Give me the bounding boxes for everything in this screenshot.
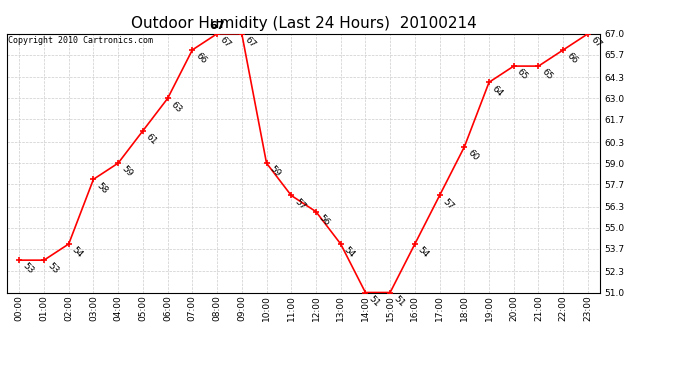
Text: 57: 57: [293, 197, 307, 211]
Text: 67: 67: [219, 35, 233, 50]
Text: 58: 58: [95, 181, 109, 195]
Text: 59: 59: [119, 165, 134, 179]
Text: 60: 60: [466, 148, 480, 163]
Text: 65: 65: [540, 68, 554, 82]
Text: 54: 54: [342, 245, 357, 260]
Text: Copyright 2010 Cartronics.com: Copyright 2010 Cartronics.com: [8, 36, 153, 45]
Text: 65: 65: [515, 68, 530, 82]
Text: 64: 64: [491, 84, 505, 98]
Text: 53: 53: [46, 261, 60, 276]
Text: 59: 59: [268, 165, 282, 179]
Title: Outdoor Humidity (Last 24 Hours)  20100214: Outdoor Humidity (Last 24 Hours) 2010021…: [130, 16, 477, 31]
Text: 66: 66: [564, 51, 579, 66]
Text: 67: 67: [243, 35, 257, 50]
Text: 67: 67: [589, 35, 604, 50]
Text: 67: 67: [209, 21, 225, 31]
Text: 54: 54: [70, 245, 84, 260]
Text: 63: 63: [169, 100, 184, 114]
Text: 57: 57: [441, 197, 455, 211]
Text: 61: 61: [144, 132, 159, 147]
Text: 51: 51: [391, 294, 406, 308]
Text: 53: 53: [21, 261, 35, 276]
Text: 66: 66: [194, 51, 208, 66]
Text: 51: 51: [367, 294, 382, 308]
Text: 56: 56: [317, 213, 332, 228]
Text: 54: 54: [416, 245, 431, 260]
